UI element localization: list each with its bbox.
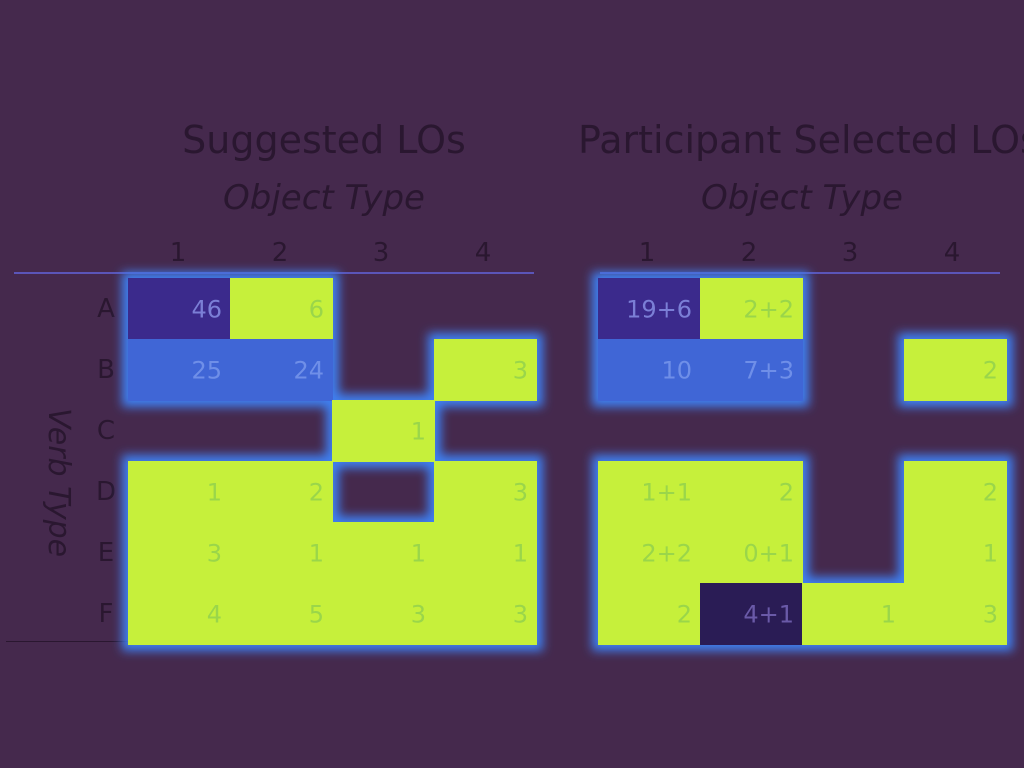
y-tick-label: E (97, 538, 115, 568)
left-heatmap-cell (434, 583, 537, 645)
right-heatmap-cell (904, 522, 1007, 584)
left-heatmap-cell (332, 583, 435, 645)
right-heatmap-cell (802, 583, 905, 645)
left-x-tick: 4 (474, 238, 492, 268)
bottom-axis-line (6, 641, 136, 642)
left-heatmap-cell (128, 583, 231, 645)
left-cell-value: 5 (309, 601, 324, 629)
left-heatmap-cell (434, 522, 537, 584)
right-x-axis-label: Object Type (701, 178, 903, 218)
right-heatmap-cell (598, 522, 701, 584)
right-cell-value: 1+1 (641, 479, 692, 507)
right-heatmap-cell (598, 583, 701, 645)
right-cell-value: 2 (983, 357, 998, 385)
left-top-axis-line (14, 272, 534, 274)
right-heatmap-cell (904, 583, 1007, 645)
y-tick-label: B (97, 355, 115, 385)
right-heatmap-cell (904, 339, 1007, 401)
left-cell-value: 6 (309, 296, 324, 324)
left-heatmap-cell (128, 339, 231, 401)
y-tick-label: F (98, 599, 114, 629)
right-x-tick: 1 (638, 238, 656, 268)
right-x-tick: 2 (740, 238, 758, 268)
left-heatmap-cell (128, 522, 231, 584)
left-cell-value: 3 (513, 479, 528, 507)
y-tick-label: A (97, 294, 115, 324)
left-cell-value: 3 (513, 601, 528, 629)
left-cell-value: 1 (207, 479, 222, 507)
cell-labels: 46 6 25 24 3 1 1 2 3 3 1 1 1 4 5 3 3 19+6 2+2 10 7+3 2 1+1 2 2 2+… (191, 296, 998, 629)
left-cell-value: 46 (191, 296, 222, 324)
left-cell-value: 3 (411, 601, 426, 629)
right-cell-value: 2+2 (641, 540, 692, 568)
left-heatmap-cell (230, 522, 333, 584)
left-x-tick: 3 (372, 238, 390, 268)
left-cell-value: 1 (411, 418, 426, 446)
left-x-tick: 2 (271, 238, 289, 268)
right-cell-value: 2 (677, 601, 692, 629)
right-heatmap (598, 278, 1007, 645)
left-cell-value: 3 (513, 357, 528, 385)
right-x-tick: 3 (841, 238, 859, 268)
right-cell-value: 0+1 (743, 540, 794, 568)
right-heatmap-cell (598, 339, 701, 401)
right-cell-value: 4+1 (743, 601, 794, 629)
right-x-tick: 4 (943, 238, 961, 268)
left-heatmap-cell (230, 278, 333, 340)
right-cell-value: 1 (983, 540, 998, 568)
right-heatmap-cell (700, 522, 803, 584)
left-cell-value: 25 (191, 357, 222, 385)
left-cell-value: 1 (513, 540, 528, 568)
right-cell-value: 1 (881, 601, 896, 629)
y-tick-label: D (95, 477, 117, 507)
right-cell-value: 2+2 (743, 296, 794, 324)
left-x-axis-label: Object Type (223, 178, 425, 218)
right-chart-title: Participant Selected LOs (578, 118, 1024, 162)
left-heatmap-cell (332, 522, 435, 584)
right-heatmap-cell (598, 461, 701, 523)
right-heatmap-cell (700, 583, 803, 645)
right-cell-value: 2 (779, 479, 794, 507)
left-x-tick: 1 (169, 238, 187, 268)
left-cell-value: 1 (309, 540, 324, 568)
right-heatmap-cell (598, 278, 701, 340)
left-heatmap-cell (230, 583, 333, 645)
left-heatmap-cell (434, 461, 537, 523)
left-chart-title: Suggested LOs (182, 118, 466, 162)
left-cell-value: 1 (411, 540, 426, 568)
right-cell-value: 10 (661, 357, 692, 385)
left-heatmap-cell (332, 400, 435, 462)
left-heatmap-cell (230, 461, 333, 523)
right-heatmap-cell (700, 461, 803, 523)
left-heatmap-cell (128, 278, 231, 340)
right-heatmap-cell (700, 339, 803, 401)
left-heatmap-cell (128, 461, 231, 523)
right-top-axis-line (600, 272, 1000, 274)
right-cell-value: 7+3 (743, 357, 794, 385)
left-cell-value: 24 (293, 357, 324, 385)
right-cell-value: 19+6 (626, 296, 692, 324)
left-cell-value: 2 (309, 479, 324, 507)
left-cell-value: 4 (207, 601, 222, 629)
left-heatmap (128, 278, 537, 645)
right-heatmap-cell (904, 461, 1007, 523)
right-cell-value: 2 (983, 479, 998, 507)
left-cell-value: 3 (207, 540, 222, 568)
right-cell-value: 3 (983, 601, 998, 629)
y-tick-label: C (96, 416, 116, 446)
left-heatmap-cell (230, 339, 333, 401)
right-heatmap-cell (700, 278, 803, 340)
left-heatmap-cell (434, 339, 537, 401)
